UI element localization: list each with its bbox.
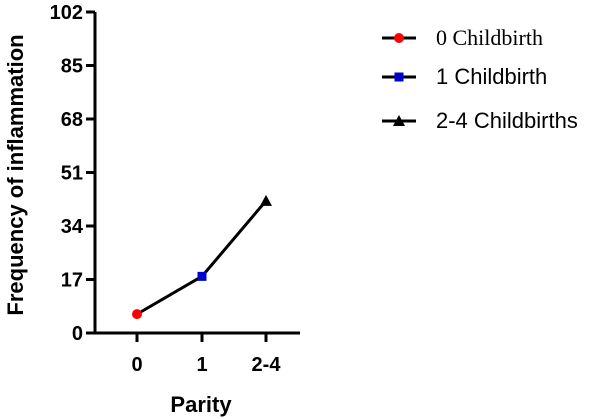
x-ticks: 0 1 2-4 xyxy=(131,333,281,376)
legend: 0 Childbirth 1 Childbirth 2-4 Childbirth… xyxy=(382,25,578,133)
y-axis-title: Frequency of inflammation xyxy=(3,34,28,315)
series-line xyxy=(132,194,272,320)
x-tick-label: 2-4 xyxy=(252,354,282,376)
legend-marker-circle-icon xyxy=(394,33,404,43)
data-point-1 xyxy=(197,271,207,281)
data-point-0 xyxy=(132,309,142,320)
legend-item-2: 2-4 Childbirths xyxy=(382,108,578,133)
y-tick-label: 85 xyxy=(61,56,83,78)
x-axis-title: Parity xyxy=(170,392,232,417)
legend-marker-square-icon xyxy=(394,72,404,82)
legend-item-0: 0 Childbirth xyxy=(382,25,543,50)
y-tick-label: 0 xyxy=(72,323,83,345)
y-tick-label: 68 xyxy=(61,109,83,131)
legend-label-1: 1 Childbirth xyxy=(436,64,547,89)
x-tick-label: 1 xyxy=(196,354,207,376)
y-tick-label: 51 xyxy=(61,163,83,185)
data-point-2 xyxy=(260,194,272,206)
legend-label-2: 2-4 Childbirths xyxy=(436,108,578,133)
legend-marker-triangle-icon xyxy=(393,115,405,126)
y-tick-label: 102 xyxy=(50,2,83,24)
series-polyline xyxy=(136,199,268,316)
x-tick-label: 0 xyxy=(131,354,142,376)
y-tick-label: 17 xyxy=(61,270,83,292)
legend-label-0: 0 Childbirth xyxy=(436,25,543,50)
y-ticks: 0 17 34 51 68 85 102 xyxy=(50,2,95,345)
y-tick-label: 34 xyxy=(61,216,84,238)
legend-item-1: 1 Childbirth xyxy=(382,64,547,89)
